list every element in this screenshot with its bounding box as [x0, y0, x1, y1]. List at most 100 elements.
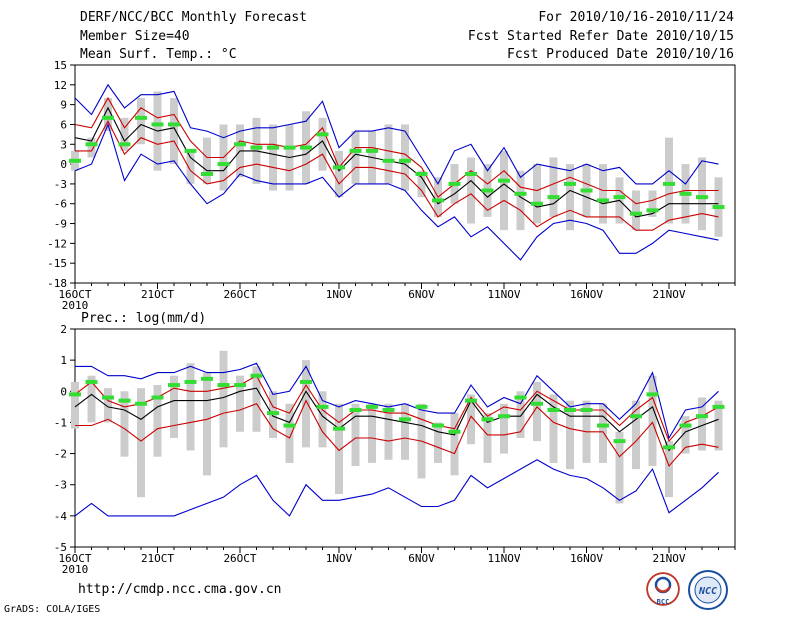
ensemble-box: [665, 441, 673, 498]
series-spread-lower: [75, 399, 719, 468]
observed-marker: [547, 195, 560, 200]
observed-marker: [184, 379, 197, 384]
observed-marker: [564, 407, 576, 412]
ensemble-box: [714, 400, 723, 451]
observed-marker: [366, 404, 378, 409]
x-tick-label: 1NOV: [326, 552, 353, 565]
panel-title: Prec.: log(mm/d): [81, 311, 206, 326]
ensemble-box: [566, 164, 574, 231]
observed-marker: [531, 201, 543, 206]
series-mean: [74, 106, 719, 218]
observed-marker: [465, 172, 477, 176]
observed-marker: [217, 383, 230, 388]
observed-marker: [85, 142, 98, 147]
y-tick-label: 0: [60, 385, 67, 398]
observed-marker: [712, 404, 725, 409]
observed-marker: [613, 439, 626, 444]
ensemble-box: [698, 397, 706, 451]
observed-marker: [646, 392, 659, 397]
series-mean: [74, 387, 719, 452]
y-tick-label: 15: [54, 59, 67, 72]
y-tick-label: -5: [54, 541, 67, 554]
ensemble-box: [549, 394, 558, 463]
y-tick-label: 1: [60, 354, 67, 367]
y-tick-label: -3: [54, 479, 67, 492]
ensemble-box: [599, 403, 607, 463]
bcc-logo: BCC: [644, 570, 682, 608]
x-tick-label: 26OCT: [223, 288, 256, 301]
x-tick-label: 21NOV: [652, 288, 685, 301]
observed-marker: [300, 145, 312, 150]
observed-marker: [580, 407, 593, 412]
observed-marker: [316, 404, 329, 409]
ensemble-box: [302, 360, 310, 448]
ensemble-box: [549, 157, 558, 217]
x-tick-label: 11NOV: [487, 288, 520, 301]
observed-marker: [234, 142, 246, 147]
observed-marker: [267, 411, 279, 416]
x-tick-label: 21OCT: [141, 288, 174, 301]
ensemble-box: [335, 403, 343, 495]
observed-marker: [168, 383, 180, 388]
chart-title: DERF/NCC/BCC Monthly Forecast: [80, 10, 307, 25]
ensemble-box: [170, 98, 178, 165]
y-tick-label: -12: [47, 237, 67, 250]
series-min: [74, 122, 719, 261]
x-tick-label: 6NOV: [408, 288, 435, 301]
observed-marker: [102, 395, 114, 400]
observed-marker: [415, 404, 428, 409]
ensemble-box: [87, 137, 96, 158]
ensemble-box: [104, 98, 112, 132]
ensemble-box: [335, 150, 343, 198]
observed-marker: [135, 115, 147, 120]
ensemble-box: [467, 394, 475, 445]
ensemble-box: [104, 388, 112, 423]
x-year-label: 2010: [62, 299, 89, 312]
observed-marker: [250, 145, 263, 150]
y-tick-label: -15: [47, 257, 67, 270]
variable-label: Mean Surf. Temp.: °C: [80, 47, 237, 62]
ensemble-box: [186, 363, 195, 451]
produced-date: Fcst Produced Date 2010/10/16: [507, 47, 734, 62]
ensemble-box: [599, 164, 607, 224]
observed-marker: [547, 407, 560, 412]
observed-marker: [613, 195, 626, 200]
observed-marker: [597, 198, 609, 203]
y-tick-label: 6: [60, 118, 67, 131]
observed-marker: [118, 398, 131, 403]
observed-marker: [696, 195, 708, 200]
ensemble-box: [153, 385, 162, 457]
observed-marker: [448, 181, 461, 186]
observed-marker: [217, 162, 230, 167]
observed-marker: [118, 142, 131, 147]
observed-marker: [663, 181, 675, 186]
y-tick-label: 12: [54, 79, 67, 92]
member-size: Member Size=40: [80, 29, 190, 44]
ncc-logo-text: NCC: [698, 586, 717, 597]
ensemble-box: [384, 124, 393, 184]
observed-marker: [465, 398, 477, 403]
ensemble-box: [318, 391, 327, 448]
ensemble-box: [137, 98, 145, 145]
ncc-logo: NCC: [688, 570, 728, 610]
y-tick-label: -4: [54, 510, 68, 523]
x-tick-label: 21NOV: [652, 552, 685, 565]
observed-marker: [630, 211, 642, 216]
ensemble-box: [516, 391, 525, 438]
ensemble-box: [351, 403, 360, 467]
ensemble-box: [170, 375, 178, 438]
observed-marker: [151, 122, 164, 127]
observed-marker: [333, 165, 345, 170]
observed-marker: [135, 401, 147, 406]
observed-marker: [316, 132, 329, 137]
observed-marker: [712, 205, 725, 210]
observed-marker: [679, 423, 692, 428]
ensemble-box: [384, 403, 393, 460]
footer-url[interactable]: http://cmdp.ncc.cma.gov.cn: [78, 582, 282, 597]
ensemble-box: [120, 117, 129, 151]
observed-marker: [184, 148, 197, 153]
y-tick-label: -6: [54, 198, 67, 211]
x-tick-label: 16OCT: [58, 552, 91, 565]
observed-marker: [646, 208, 659, 213]
